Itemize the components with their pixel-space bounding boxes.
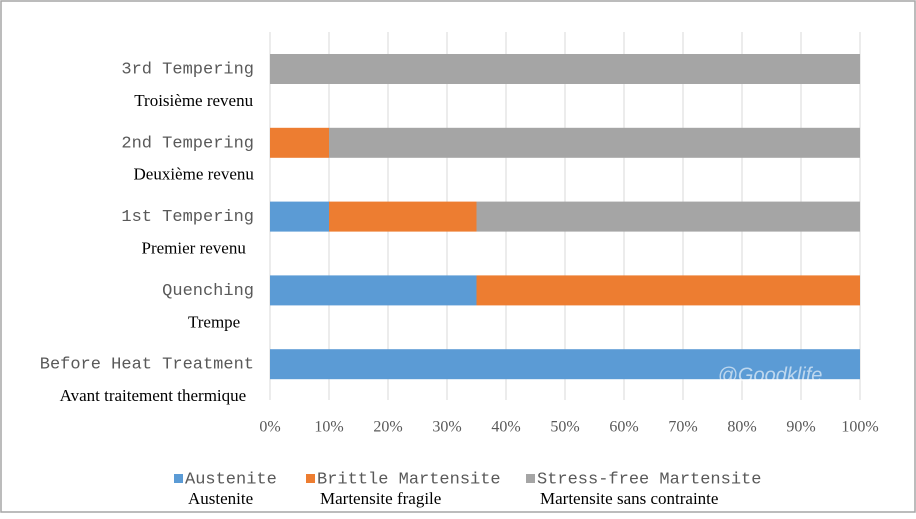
category-translation: Deuxième revenu xyxy=(134,165,255,184)
y-tick-label: 1st Tempering xyxy=(121,208,254,227)
category-translation: Avant traitement thermique xyxy=(60,386,247,405)
category-translation: Troisième revenu xyxy=(134,91,253,110)
bar-segment xyxy=(270,54,860,84)
legend-swatch xyxy=(174,474,183,483)
y-tick-label: 2nd Tempering xyxy=(121,134,254,153)
x-tick-label: 40% xyxy=(491,419,520,436)
legend-translation: Austenite xyxy=(188,489,253,508)
x-tick-label: 30% xyxy=(432,419,461,436)
y-tick-label: Before Heat Treatment xyxy=(40,356,254,375)
x-tick-label: 60% xyxy=(609,419,638,436)
bar-segment xyxy=(329,127,860,158)
bar-segment xyxy=(270,349,860,380)
y-tick-label: 3rd Tempering xyxy=(121,60,254,79)
category-translation: Premier revenu xyxy=(142,239,247,258)
bar-segment xyxy=(270,201,329,232)
legend-swatch xyxy=(306,474,315,483)
legend-translation: Martensite fragile xyxy=(320,489,441,508)
x-tick-label: 90% xyxy=(786,419,815,436)
x-tick-label: 10% xyxy=(314,419,343,436)
bar-segment xyxy=(270,275,477,306)
legend-label: Austenite xyxy=(185,470,277,489)
legend-translation: Martensite sans contrainte xyxy=(540,489,718,508)
x-tick-label: 20% xyxy=(373,419,402,436)
legend-swatch xyxy=(526,474,535,483)
legend-label: Stress-free Martensite xyxy=(537,470,761,489)
legend-label: Brittle Martensite xyxy=(317,470,501,489)
x-tick-label: 70% xyxy=(668,419,697,436)
category-translation: Trempe xyxy=(188,312,240,331)
bar-segment xyxy=(270,127,329,158)
bar-segment xyxy=(329,201,477,232)
x-tick-label: 100% xyxy=(841,419,878,436)
x-tick-label: 50% xyxy=(550,419,579,436)
bar-segment xyxy=(476,275,860,306)
x-tick-label: 80% xyxy=(727,419,756,436)
y-tick-label: Quenching xyxy=(162,282,254,301)
watermark: @Goodklife xyxy=(718,364,823,386)
bar-segment xyxy=(476,201,860,232)
x-tick-label: 0% xyxy=(259,419,280,436)
